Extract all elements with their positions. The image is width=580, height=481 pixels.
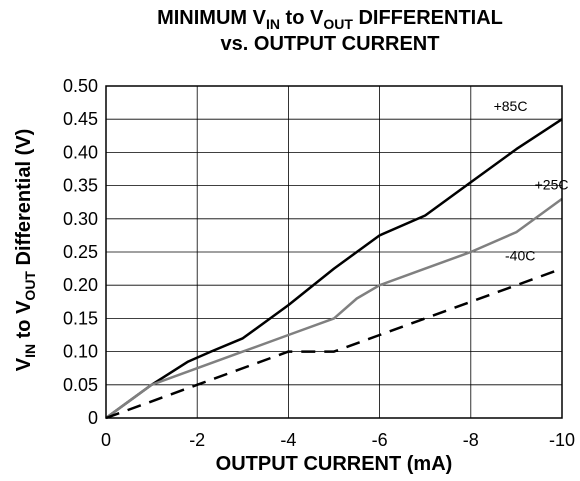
title-part-b: to V bbox=[280, 7, 324, 29]
ylabel-sub-out: OUT bbox=[22, 271, 38, 301]
grid bbox=[106, 86, 562, 418]
series-line-85c bbox=[105, 118, 563, 420]
title-part-a: MINIMUM V bbox=[157, 7, 267, 29]
x-axis-label: OUTPUT CURRENT (mA) bbox=[216, 453, 453, 475]
x-tick-label: -10 bbox=[549, 430, 575, 450]
x-tick-label: -2 bbox=[189, 430, 205, 450]
ylabel-part-c: Differential (V) bbox=[13, 129, 35, 271]
x-tick-label: -8 bbox=[463, 430, 479, 450]
plot-frame bbox=[105, 85, 563, 419]
series-labels: +85C +25C -40C bbox=[494, 98, 569, 263]
series-label-40c: -40C bbox=[505, 248, 535, 264]
title-sub-in: IN bbox=[266, 16, 280, 32]
y-tick-label: 0.45 bbox=[63, 109, 98, 129]
x-tick-label: 0 bbox=[101, 430, 111, 450]
y-tick-label: 0.50 bbox=[63, 76, 98, 96]
y-tick-label: 0.10 bbox=[63, 342, 98, 362]
y-tick-label: 0.15 bbox=[63, 308, 98, 328]
x-tick-label: -4 bbox=[280, 430, 296, 450]
y-tick-label: 0.20 bbox=[63, 275, 98, 295]
series-line-25c bbox=[105, 197, 563, 420]
y-tick-label: 0.05 bbox=[63, 375, 98, 395]
tick-labels: 0 -2 -4 -6 -8 -10 0 0.05 0.10 0.15 0.20 0.25 0.30 0.3… bbox=[63, 76, 575, 450]
series-lines bbox=[105, 118, 563, 420]
series-line-40c bbox=[105, 267, 563, 420]
series-label-25c: +25C bbox=[535, 177, 569, 193]
title-part-c: DIFFERENTIAL bbox=[353, 7, 503, 29]
y-tick-label: 0.40 bbox=[63, 142, 98, 162]
title-sub-out: OUT bbox=[323, 16, 353, 32]
ylabel-part-a: V bbox=[13, 357, 35, 371]
x-tick-label: -6 bbox=[372, 430, 388, 450]
ylabel-part-b: to V bbox=[13, 300, 35, 344]
y-tick-label: 0.35 bbox=[63, 176, 98, 196]
chart-title-line2: vs. OUTPUT CURRENT bbox=[221, 33, 440, 55]
y-tick-label: 0.25 bbox=[63, 242, 98, 262]
chart-title-line1: MINIMUM VIN to VOUT DIFFERENTIAL bbox=[157, 7, 503, 32]
series-label-85c: +85C bbox=[494, 98, 528, 114]
y-axis-label: VIN to VOUT Differential (V) bbox=[13, 129, 38, 372]
y-tick-label: 0.30 bbox=[63, 209, 98, 229]
y-tick-label: 0 bbox=[88, 408, 98, 428]
ylabel-sub-in: IN bbox=[22, 344, 38, 358]
